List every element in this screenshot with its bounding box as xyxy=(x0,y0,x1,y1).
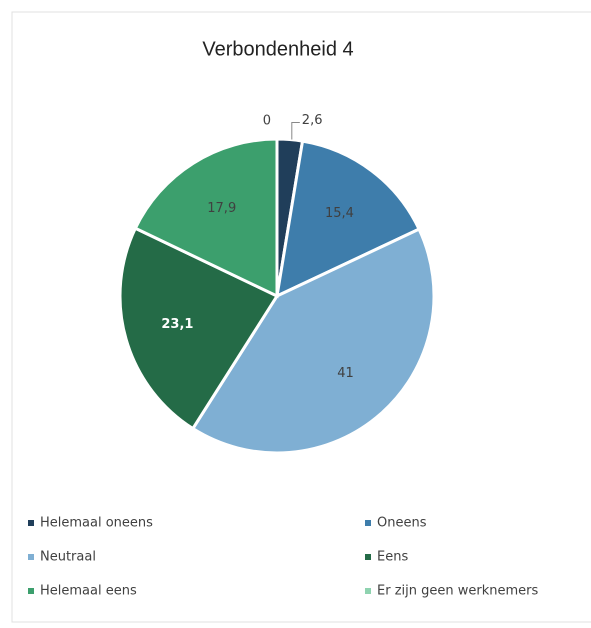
legend-label: Eens xyxy=(377,550,408,565)
data-label: 23,1 xyxy=(161,317,193,332)
legend-swatch xyxy=(28,554,34,560)
leader-line xyxy=(291,122,300,140)
data-label: 2,6 xyxy=(302,113,323,128)
pie-slice xyxy=(275,139,422,299)
legend-swatch xyxy=(365,520,371,526)
legend-swatch xyxy=(28,520,34,526)
legend-label: Er zijn geen werknemers xyxy=(377,584,538,599)
data-label: 0 xyxy=(263,114,271,129)
data-label: 17,9 xyxy=(207,201,236,216)
pie-slice xyxy=(190,227,436,455)
legend-label: Neutraal xyxy=(40,550,96,565)
chart-title: Verbondenheid 4 xyxy=(202,38,353,60)
legend-label: Oneens xyxy=(377,516,427,531)
legend-swatch xyxy=(365,554,371,560)
legend-swatch xyxy=(28,588,34,594)
pie-slice xyxy=(133,137,279,299)
legend-label: Helemaal oneens xyxy=(40,516,153,531)
legend-label: Helemaal eens xyxy=(40,584,137,599)
data-label: 15,4 xyxy=(325,206,354,221)
legend-swatch xyxy=(365,588,371,594)
data-label: 41 xyxy=(337,366,354,381)
